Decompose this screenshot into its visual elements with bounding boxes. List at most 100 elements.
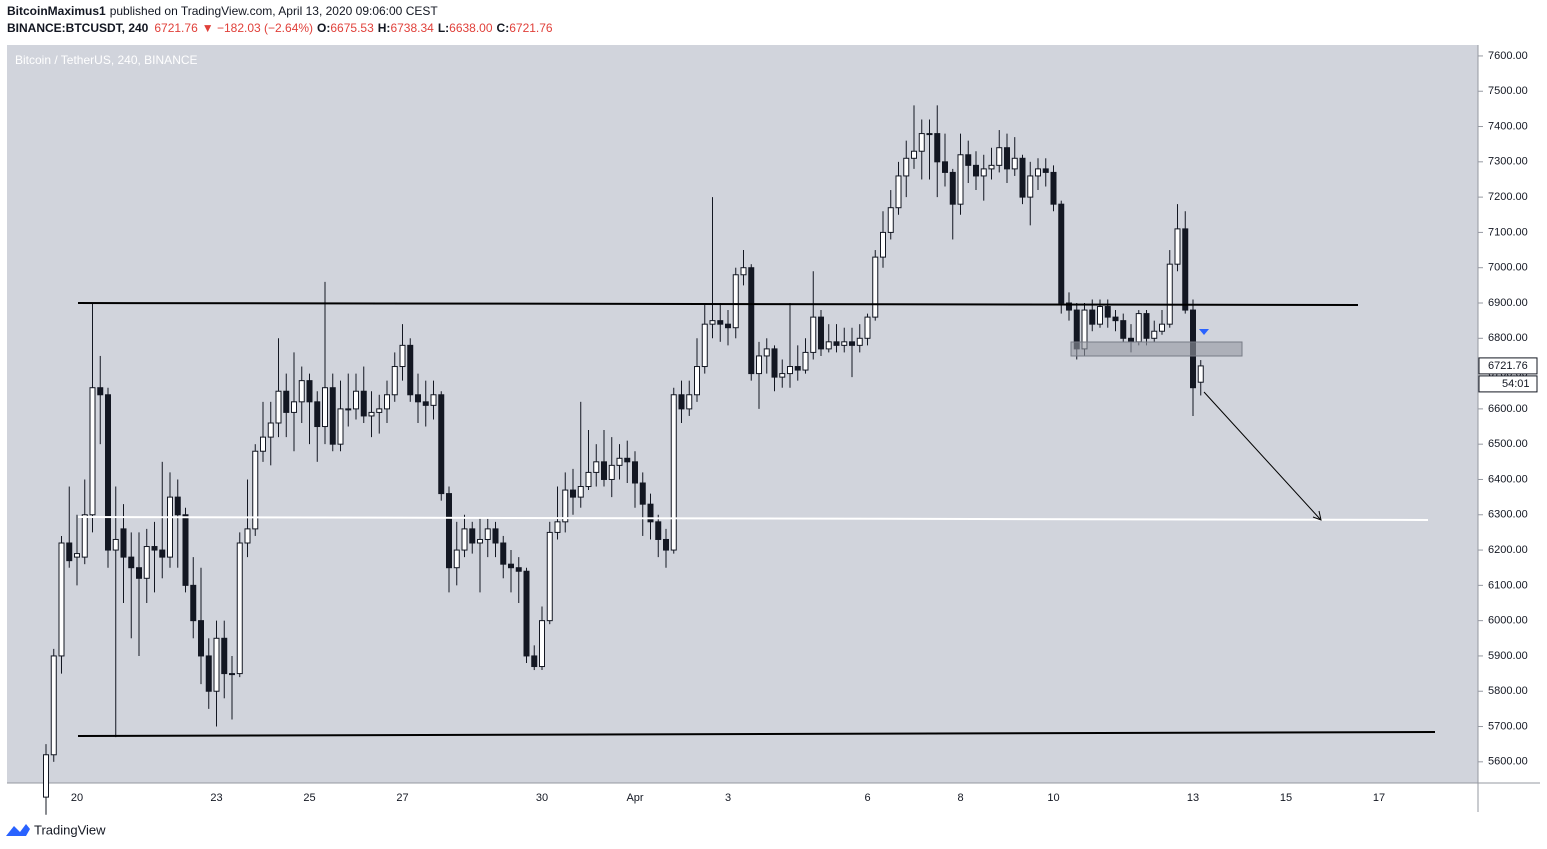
candle-body [446, 493, 452, 569]
candle-body [957, 154, 964, 205]
countdown-tag [1478, 375, 1538, 393]
candle-body [314, 401, 321, 428]
c-value: 6721.76 [509, 21, 553, 35]
candle-body [1050, 171, 1057, 205]
y-tick-label: 5600.00 [1488, 756, 1528, 768]
price-tag [1478, 357, 1538, 375]
candle-body [74, 553, 80, 558]
candle-body [1197, 365, 1204, 383]
candle-body [841, 341, 848, 346]
candle-body [484, 528, 491, 540]
candle-body [508, 563, 514, 569]
y-tick-label: 6100.00 [1488, 579, 1528, 591]
target-line [77, 516, 1429, 521]
candle-body [1004, 147, 1010, 170]
candle-body [1174, 228, 1181, 265]
candle-body [492, 528, 499, 544]
candle-body [244, 528, 251, 544]
candle-body [391, 366, 398, 396]
y-tick-label: 5800.00 [1488, 685, 1528, 697]
candle-body [515, 567, 522, 572]
candle-body [942, 161, 948, 173]
candle-body [337, 408, 344, 445]
candle-body [996, 147, 1003, 166]
x-tick-label: 30 [536, 792, 548, 804]
candle-body [58, 542, 65, 657]
candle-body [174, 496, 181, 516]
candle-body [329, 387, 336, 445]
candle-body [1159, 323, 1165, 332]
candle-body [725, 323, 731, 329]
candle-body [1035, 168, 1041, 177]
x-tick-label: 10 [1047, 792, 1059, 804]
logo: TradingView [6, 822, 106, 837]
candle-body [709, 320, 716, 325]
candle-body [546, 531, 553, 622]
candle-body [779, 373, 786, 378]
o-label: O: [317, 21, 330, 35]
y-tick-label: 6600.00 [1488, 403, 1528, 415]
candle-body [120, 528, 127, 558]
x-tick-label: 23 [210, 792, 222, 804]
y-tick-label: 6300.00 [1488, 509, 1528, 521]
candle-body [632, 461, 638, 484]
candle-body [554, 521, 561, 533]
candle-body [368, 411, 375, 417]
candle-body [1027, 175, 1034, 198]
candle-body [345, 408, 352, 411]
last: 6721.76 [154, 21, 198, 35]
x-tick-label: 15 [1280, 792, 1292, 804]
candle-body [376, 408, 383, 413]
candle-body [965, 154, 972, 166]
price-tag-label: 6721.76 [1488, 360, 1528, 372]
candle-body [143, 546, 150, 579]
candle-body [1182, 228, 1189, 311]
candle-body [384, 394, 390, 410]
candle-body [1151, 330, 1158, 339]
x-tick-label: 13 [1187, 792, 1199, 804]
candle-body [988, 164, 995, 170]
candle-body [360, 390, 367, 417]
candle-body [686, 394, 693, 410]
x-tick-label: 25 [303, 792, 315, 804]
symbol: BINANCE:BTCUSDT, 240 [7, 21, 149, 35]
x-tick-label: 20 [71, 792, 83, 804]
candle-body [260, 436, 266, 452]
c-label: C: [497, 21, 510, 35]
candle-body [980, 168, 987, 177]
candle-body [585, 471, 592, 488]
x-tick-label: 8 [957, 792, 963, 804]
h-value: 6738.34 [390, 21, 434, 35]
candle-body [872, 256, 879, 318]
o-value: 6675.53 [330, 21, 374, 35]
candle-body [477, 538, 483, 544]
candle-body [655, 521, 662, 540]
candle-body [934, 133, 941, 163]
change: ▼ −182.03 (−2.64%) [202, 21, 313, 35]
y-tick-label: 7000.00 [1488, 262, 1528, 274]
y-tick-label: 7500.00 [1488, 85, 1528, 97]
candle-body [1104, 306, 1111, 318]
candle-body [624, 457, 631, 463]
candle-body [887, 207, 894, 233]
candle-body [136, 567, 142, 579]
candle-body [531, 655, 538, 668]
y-tick-label: 6800.00 [1488, 332, 1528, 344]
x-tick-label: 3 [725, 792, 731, 804]
countdown-label: 54:01 [1502, 378, 1530, 390]
candle-body [198, 620, 204, 657]
candle-body [50, 655, 57, 756]
candle-body [221, 637, 228, 675]
candle-body [1120, 320, 1127, 339]
published: published on TradingView.com, April 13, … [110, 4, 439, 18]
candle-body [128, 556, 135, 569]
candle-body [151, 546, 158, 551]
x-tick-label: 27 [396, 792, 408, 804]
candle-body [616, 457, 623, 466]
candle-body [236, 542, 243, 675]
candle-body [298, 380, 305, 403]
candle-body [756, 355, 762, 375]
plot-background [7, 45, 1478, 783]
publish-line: BitcoinMaximus1 published on TradingView.… [7, 4, 438, 18]
